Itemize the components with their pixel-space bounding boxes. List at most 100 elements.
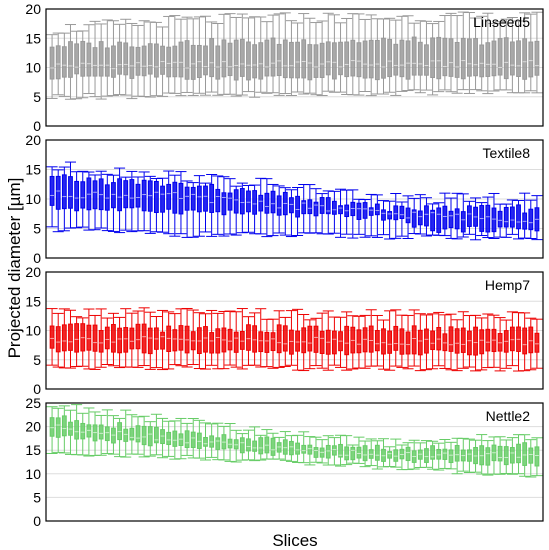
box-iqr bbox=[411, 325, 417, 355]
y-tick-label: 5 bbox=[33, 352, 41, 368]
box-iqr bbox=[503, 206, 509, 228]
box-iqr bbox=[117, 178, 122, 212]
box-iqr bbox=[325, 444, 331, 459]
box-slice bbox=[525, 199, 537, 240]
box-iqr bbox=[356, 329, 362, 354]
box-iqr bbox=[215, 188, 221, 213]
box-slice bbox=[494, 21, 506, 91]
box-slice bbox=[273, 185, 285, 234]
box-iqr bbox=[344, 446, 350, 461]
box-iqr bbox=[196, 185, 202, 213]
box-slice bbox=[304, 17, 316, 94]
box-iqr bbox=[417, 210, 423, 226]
box-iqr bbox=[448, 326, 454, 352]
box-slice bbox=[144, 311, 156, 370]
box-slice bbox=[58, 166, 70, 232]
box-iqr bbox=[362, 40, 368, 79]
box-iqr bbox=[307, 325, 313, 352]
box-slice bbox=[89, 20, 101, 98]
box-iqr bbox=[233, 331, 239, 353]
box-iqr bbox=[411, 36, 417, 76]
box-slice bbox=[261, 21, 273, 94]
box-slice bbox=[353, 436, 365, 464]
box-slice bbox=[390, 438, 402, 468]
box-iqr bbox=[172, 45, 178, 78]
y-tick-label: 20 bbox=[25, 264, 41, 280]
box-slice bbox=[433, 311, 445, 367]
box-slice bbox=[46, 406, 58, 454]
box-iqr bbox=[129, 179, 135, 209]
box-iqr bbox=[460, 37, 466, 80]
y-tick-label: 0 bbox=[33, 513, 41, 529]
box-iqr bbox=[80, 40, 86, 77]
box-slice bbox=[77, 317, 89, 367]
box-slice bbox=[77, 170, 89, 228]
box-slice bbox=[328, 190, 340, 234]
box-slice bbox=[169, 313, 181, 366]
box-iqr bbox=[264, 331, 270, 353]
box-slice bbox=[445, 313, 457, 371]
box-iqr bbox=[381, 37, 386, 79]
box-slice bbox=[384, 446, 396, 468]
box-slice bbox=[347, 315, 359, 370]
box-iqr bbox=[141, 425, 147, 446]
box-iqr bbox=[190, 431, 196, 448]
y-tick-label: 5 bbox=[33, 221, 41, 237]
box-iqr bbox=[61, 415, 67, 437]
box-slice bbox=[249, 16, 261, 98]
panel-hemp7: 0 5 10 15 20 Hemp7 bbox=[25, 264, 544, 397]
box-slice bbox=[230, 429, 242, 463]
box-iqr bbox=[448, 449, 454, 464]
box-slice bbox=[95, 170, 107, 229]
box-slice bbox=[476, 15, 488, 92]
box-iqr bbox=[184, 40, 190, 80]
box-iqr bbox=[454, 444, 460, 462]
box-slice bbox=[52, 407, 64, 453]
box-iqr bbox=[68, 176, 73, 209]
box-slice bbox=[482, 12, 494, 95]
box-iqr bbox=[92, 324, 98, 352]
box-slice bbox=[427, 313, 439, 370]
box-iqr bbox=[55, 45, 61, 80]
box-iqr bbox=[264, 39, 270, 77]
box-slice bbox=[89, 314, 101, 370]
box-slice bbox=[420, 197, 432, 237]
box-slice bbox=[267, 318, 279, 369]
box-slice bbox=[114, 167, 126, 234]
box-iqr bbox=[203, 436, 208, 447]
box-iqr bbox=[270, 190, 276, 214]
box-iqr bbox=[196, 432, 202, 449]
box-iqr bbox=[319, 42, 325, 79]
box-iqr bbox=[111, 182, 116, 209]
box-iqr bbox=[338, 205, 343, 215]
box-iqr bbox=[473, 326, 478, 356]
box-slice bbox=[396, 444, 408, 471]
box-iqr bbox=[405, 40, 411, 80]
box-slice bbox=[377, 18, 390, 95]
box-slice bbox=[341, 311, 353, 371]
box-slice bbox=[451, 319, 463, 372]
box-slice bbox=[482, 196, 494, 239]
box-iqr bbox=[129, 46, 135, 79]
box-slice bbox=[236, 308, 248, 370]
box-iqr bbox=[301, 444, 307, 454]
box-slice bbox=[107, 174, 119, 232]
box-slice bbox=[187, 182, 199, 238]
box-slice bbox=[169, 420, 181, 460]
box-iqr bbox=[252, 190, 258, 215]
box-iqr bbox=[503, 446, 509, 466]
box-iqr bbox=[491, 40, 497, 77]
box-iqr bbox=[246, 190, 251, 213]
box-slice bbox=[396, 201, 408, 237]
box-slice bbox=[83, 308, 95, 370]
box-slice bbox=[255, 434, 267, 461]
box-slice bbox=[175, 171, 187, 235]
y-tick-label: 20 bbox=[25, 132, 41, 148]
box-iqr bbox=[522, 442, 528, 466]
box-iqr bbox=[135, 46, 141, 76]
box-iqr bbox=[190, 44, 196, 80]
box-slice bbox=[255, 16, 267, 93]
box-iqr bbox=[147, 426, 153, 447]
box-slice bbox=[525, 13, 537, 92]
box-slice bbox=[457, 11, 469, 91]
